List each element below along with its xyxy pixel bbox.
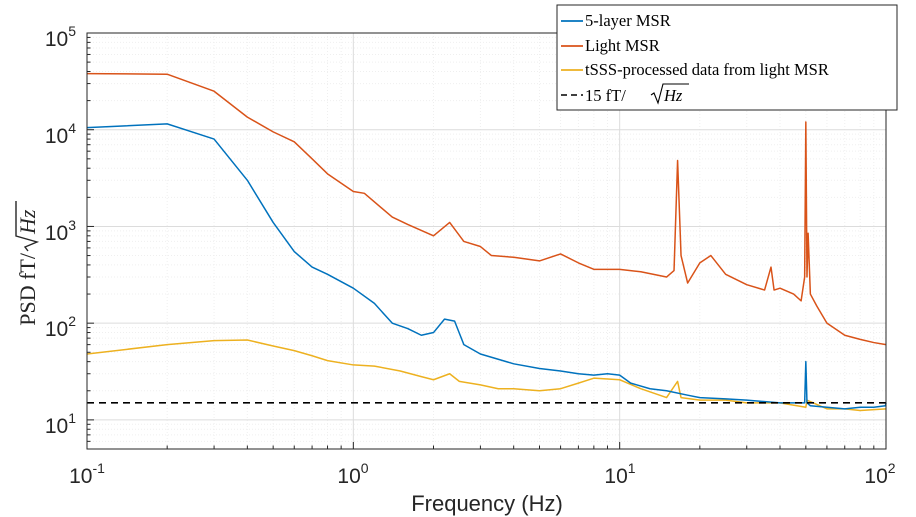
y-axis-label-radicand: Hz: [15, 209, 40, 235]
x-tick-label-2: 101: [604, 460, 635, 488]
y-tick-label-1: 102: [45, 313, 76, 341]
x-axis-label: Frequency (Hz): [411, 491, 563, 516]
legend-box: [556, 4, 898, 111]
series-line-light-msr: [86, 72, 887, 346]
y-axis-label: PSD fT/ Hz: [15, 201, 40, 326]
legend-label-tsss: tSSS-processed data from light MSR: [585, 60, 829, 79]
series-group: [86, 72, 887, 412]
x-tick-label-1: 100: [337, 460, 368, 488]
legend: 5-layer MSR Light MSR tSSS-processed dat…: [556, 4, 898, 111]
y-axis-label-text: PSD fT/: [15, 252, 40, 326]
legend-label-reference: 15 fT/: [585, 86, 626, 105]
y-axis-sqrt-sign: [15, 201, 40, 252]
y-tick-label-4: 105: [45, 23, 76, 51]
series-line-5-layer-msr: [86, 123, 887, 410]
x-tick-label-3: 102: [864, 460, 895, 488]
legend-label-reference-radicand: Hz: [663, 86, 683, 105]
tick-marks: [86, 32, 875, 450]
legend-label-5-layer: 5-layer MSR: [585, 11, 671, 30]
y-tick-label-2: 103: [45, 217, 76, 245]
legend-sqrt-sign: [650, 83, 689, 105]
x-tick-label-0: 10-1: [69, 460, 105, 488]
y-tick-label-3: 104: [45, 120, 76, 148]
y-tick-label-0: 101: [45, 410, 76, 438]
legend-label-light: Light MSR: [585, 36, 660, 55]
